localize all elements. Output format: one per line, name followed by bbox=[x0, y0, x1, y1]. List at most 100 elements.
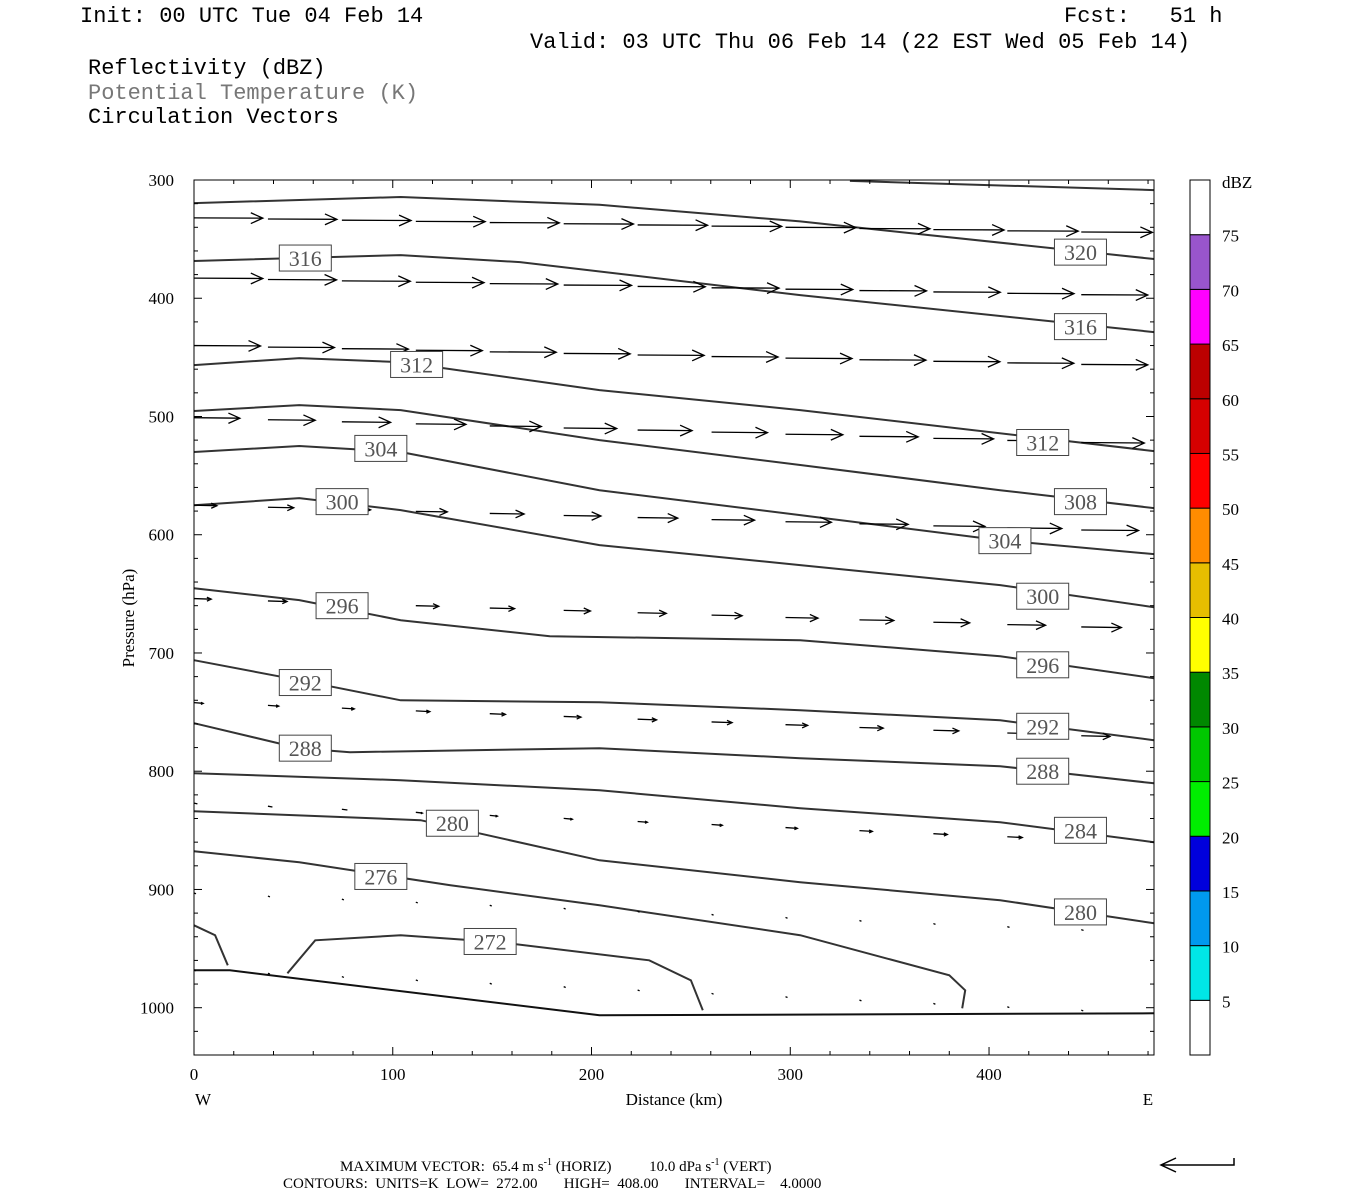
colorbar-label: 70 bbox=[1222, 281, 1239, 300]
contour-label: 308 bbox=[1053, 488, 1107, 516]
vector-arrow bbox=[785, 352, 854, 365]
vector-arrow bbox=[933, 618, 972, 628]
colorbar-label: 40 bbox=[1222, 610, 1239, 629]
y-tick-label: 500 bbox=[149, 407, 175, 426]
contour-label-box bbox=[1053, 313, 1107, 341]
colorbar-segment bbox=[1189, 890, 1211, 947]
colorbar-label: 35 bbox=[1222, 664, 1239, 683]
vector-arrow bbox=[415, 709, 432, 714]
vector-arrow bbox=[563, 714, 583, 720]
colorbar-label: 20 bbox=[1222, 828, 1239, 847]
vector-arrow bbox=[563, 218, 636, 231]
vector-arrow bbox=[933, 432, 996, 445]
colorbar-label: 30 bbox=[1222, 719, 1239, 738]
colorbar-segment bbox=[1189, 671, 1211, 728]
vector-arrow bbox=[711, 823, 724, 828]
x-tick-label: 300 bbox=[778, 1065, 804, 1084]
contour-label-box bbox=[1016, 582, 1070, 610]
colorbar-segment bbox=[1189, 234, 1211, 290]
contour-label: 280 bbox=[425, 809, 479, 837]
contour-label-text: 292 bbox=[289, 671, 322, 696]
contour-label: 316 bbox=[278, 244, 332, 272]
y-tick-label: 600 bbox=[149, 526, 175, 545]
vector-arrow bbox=[415, 418, 468, 431]
contour-label-box bbox=[1016, 757, 1070, 785]
vector-arrow bbox=[1007, 1006, 1010, 1009]
y-tick-label: 300 bbox=[149, 171, 175, 190]
plot-frame bbox=[193, 179, 1155, 1056]
vector-arrow bbox=[637, 910, 640, 913]
isentrope-292 bbox=[193, 659, 1155, 742]
contour-label-text: 288 bbox=[1026, 759, 1059, 784]
vector-arrow bbox=[1081, 437, 1146, 450]
contour-label: 296 bbox=[1016, 651, 1070, 679]
vector-arrow bbox=[1080, 1009, 1084, 1012]
vector-arrow bbox=[711, 220, 784, 233]
vector-arrow bbox=[489, 346, 558, 359]
vector-arrow bbox=[193, 596, 213, 602]
y-axis-label: Pressure (hPa) bbox=[119, 569, 138, 668]
contour-label: 320 bbox=[1053, 238, 1107, 266]
vector-arrow bbox=[933, 286, 1002, 299]
y-tick-label: 900 bbox=[149, 880, 175, 899]
contour-label-text: 280 bbox=[1064, 900, 1097, 925]
contour-label-text: 296 bbox=[326, 594, 359, 619]
vector-arrow bbox=[563, 422, 619, 435]
field-circulation-vectors: Circulation Vectors bbox=[88, 105, 339, 130]
contour-label-text: 304 bbox=[364, 436, 397, 461]
x-axis-label: Distance (km) bbox=[626, 1090, 723, 1109]
vector-arrow bbox=[341, 706, 356, 711]
vector-arrow bbox=[267, 414, 317, 427]
vector-arrow bbox=[563, 817, 574, 821]
contour-label-text: 288 bbox=[289, 736, 322, 761]
colorbar-label: 15 bbox=[1222, 883, 1239, 902]
vector-arrow bbox=[1081, 358, 1150, 371]
field-reflectivity: Reflectivity (dBZ) bbox=[88, 56, 326, 81]
contour-labels: 316 320 316 312 312 308 304 304 300 300 296 296 292 2… bbox=[278, 238, 1107, 955]
vector-arrow bbox=[341, 898, 345, 901]
colorbar-segment bbox=[1189, 835, 1211, 892]
vector-arrow bbox=[415, 344, 484, 357]
reference-vector-icon bbox=[1159, 1157, 1235, 1173]
east-label: E bbox=[1143, 1090, 1153, 1109]
contour-label-text: 308 bbox=[1064, 490, 1097, 515]
colorbar-label: 75 bbox=[1222, 227, 1239, 246]
vector-arrow bbox=[637, 609, 668, 618]
contour-label: 280 bbox=[1053, 898, 1107, 926]
vector-arrow bbox=[859, 222, 932, 235]
vector-arrow bbox=[859, 430, 920, 443]
contour-label-box bbox=[978, 527, 1032, 555]
vector-arrow bbox=[785, 516, 833, 529]
contour-label: 288 bbox=[278, 734, 332, 762]
contour-label-box bbox=[278, 244, 332, 272]
max-vector-value: MAXIMUM VECTOR: 65.4 m s bbox=[340, 1159, 544, 1175]
unit-exponent: -1 bbox=[711, 1157, 720, 1168]
contour-label: 288 bbox=[1016, 757, 1070, 785]
x-tick-label: 400 bbox=[976, 1065, 1002, 1084]
vector-arrow bbox=[1007, 835, 1024, 840]
vector-arrow bbox=[1007, 357, 1076, 370]
colorbar-label: 5 bbox=[1222, 992, 1231, 1011]
vector-arrow bbox=[1081, 289, 1150, 302]
vector-arrow bbox=[785, 428, 845, 441]
vector-arrow bbox=[489, 216, 561, 229]
x-tick-label: 100 bbox=[380, 1065, 406, 1084]
contour-label: 300 bbox=[315, 488, 369, 516]
vector-arrow bbox=[785, 996, 788, 999]
vector-arrow bbox=[933, 520, 987, 533]
vector-arrow bbox=[341, 808, 348, 811]
vector-arrow bbox=[563, 279, 634, 292]
isentrope-280 bbox=[193, 810, 1155, 925]
contour-label: 304 bbox=[354, 434, 408, 462]
vector-arrow bbox=[563, 607, 593, 615]
vector-arrow bbox=[933, 223, 1006, 236]
vector-arrow bbox=[341, 416, 393, 429]
max-vector-text: MAXIMUM VECTOR: 65.4 m s-1 (HORIZ) 10.0 … bbox=[340, 1157, 772, 1176]
vector-arrow bbox=[267, 972, 271, 975]
colorbar-label: 60 bbox=[1222, 391, 1239, 410]
vector-arrow bbox=[415, 811, 424, 815]
vector-arrow bbox=[859, 919, 862, 922]
vector-arrow bbox=[933, 832, 949, 837]
contour-label-text: 300 bbox=[326, 490, 359, 515]
